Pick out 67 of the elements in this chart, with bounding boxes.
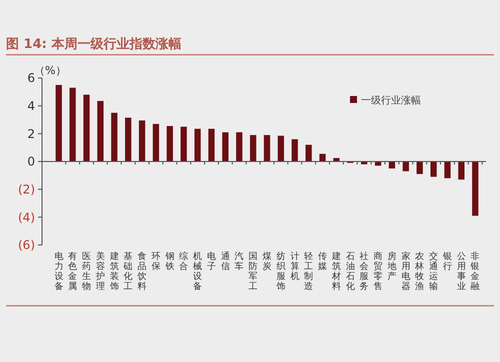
x-tick-label: 电力设备 xyxy=(54,251,64,292)
x-tick-label: 计算机 xyxy=(290,251,300,282)
x-tick-label: 汽车 xyxy=(234,251,244,272)
bar xyxy=(222,132,228,162)
bar xyxy=(111,112,118,162)
bar xyxy=(444,162,451,178)
bar xyxy=(388,162,396,168)
bar xyxy=(125,118,132,162)
x-tick-label: 美容护理 xyxy=(94,251,105,292)
x-tick-label: 纺织服饰 xyxy=(275,251,286,292)
x-tick-label: 国防军工 xyxy=(248,252,258,292)
x-tick-label: 社会服务 xyxy=(360,251,369,292)
bar xyxy=(194,128,201,162)
y-axis-title: （%） xyxy=(34,64,66,77)
x-tick-label: 轻工制造 xyxy=(304,251,314,292)
bar xyxy=(180,126,187,162)
bar xyxy=(306,144,312,162)
y-tick-label: (2) xyxy=(18,182,35,197)
x-tick-label: 通信 xyxy=(220,251,230,272)
y-tick-label: 0 xyxy=(27,154,35,169)
bar xyxy=(278,136,284,162)
x-tick-label: 非银金融 xyxy=(470,251,480,292)
x-tick-label: 建筑材料 xyxy=(330,251,341,292)
bar xyxy=(458,162,464,180)
bar xyxy=(430,162,437,177)
bar xyxy=(236,132,242,162)
x-tick-label: 交通运输 xyxy=(429,251,438,292)
x-tick-label: 综合 xyxy=(179,251,188,272)
x-tick-label: 基础化工 xyxy=(122,251,133,292)
bar xyxy=(138,120,146,162)
x-tick-label: 石油石化 xyxy=(346,252,355,292)
x-tick-label: 有色金属 xyxy=(68,251,78,292)
y-tick-label: (6) xyxy=(18,238,35,252)
bar xyxy=(472,162,478,216)
y-tick-label: 6 xyxy=(27,71,35,86)
x-tick-label: 机械设备 xyxy=(193,251,202,292)
y-tick-label: 4 xyxy=(27,99,35,114)
x-tick-label: 电子 xyxy=(206,251,216,272)
x-tick-label: 环保 xyxy=(151,252,160,272)
x-tick-label: 医药生物 xyxy=(82,251,92,292)
bar xyxy=(250,135,256,162)
x-tick-label: 农林牧渔 xyxy=(414,251,424,292)
legend-label: 一级行业涨幅 xyxy=(361,94,421,106)
x-tick-label: 传媒 xyxy=(318,251,328,272)
x-tick-label: 钢铁 xyxy=(164,251,174,272)
x-tick-label: 建筑装饰 xyxy=(108,251,119,292)
bar xyxy=(208,128,215,162)
x-tick-label: 商贸零售 xyxy=(374,251,383,292)
bar xyxy=(264,135,270,162)
y-tick-label: 2 xyxy=(27,126,35,141)
bar xyxy=(83,94,90,162)
bar xyxy=(56,84,62,162)
bar xyxy=(416,162,423,174)
y-tick-label: (4) xyxy=(18,210,35,224)
bar xyxy=(97,100,104,162)
x-tick-label: 银行 xyxy=(442,251,452,272)
x-tick-label: 公用事业 xyxy=(456,251,466,292)
bar xyxy=(402,162,409,172)
x-tick-label: 房地产 xyxy=(386,251,396,282)
bar xyxy=(70,88,76,162)
x-tick-label: 食品饮料 xyxy=(136,251,147,292)
chart-title: 图 14: 本周一级行业指数涨幅 xyxy=(6,37,182,52)
bar xyxy=(152,124,160,162)
bar xyxy=(166,126,173,162)
x-tick-label: 煤炭 xyxy=(262,251,272,272)
bar xyxy=(292,139,298,162)
x-tick-label: 家用电器 xyxy=(401,251,410,292)
